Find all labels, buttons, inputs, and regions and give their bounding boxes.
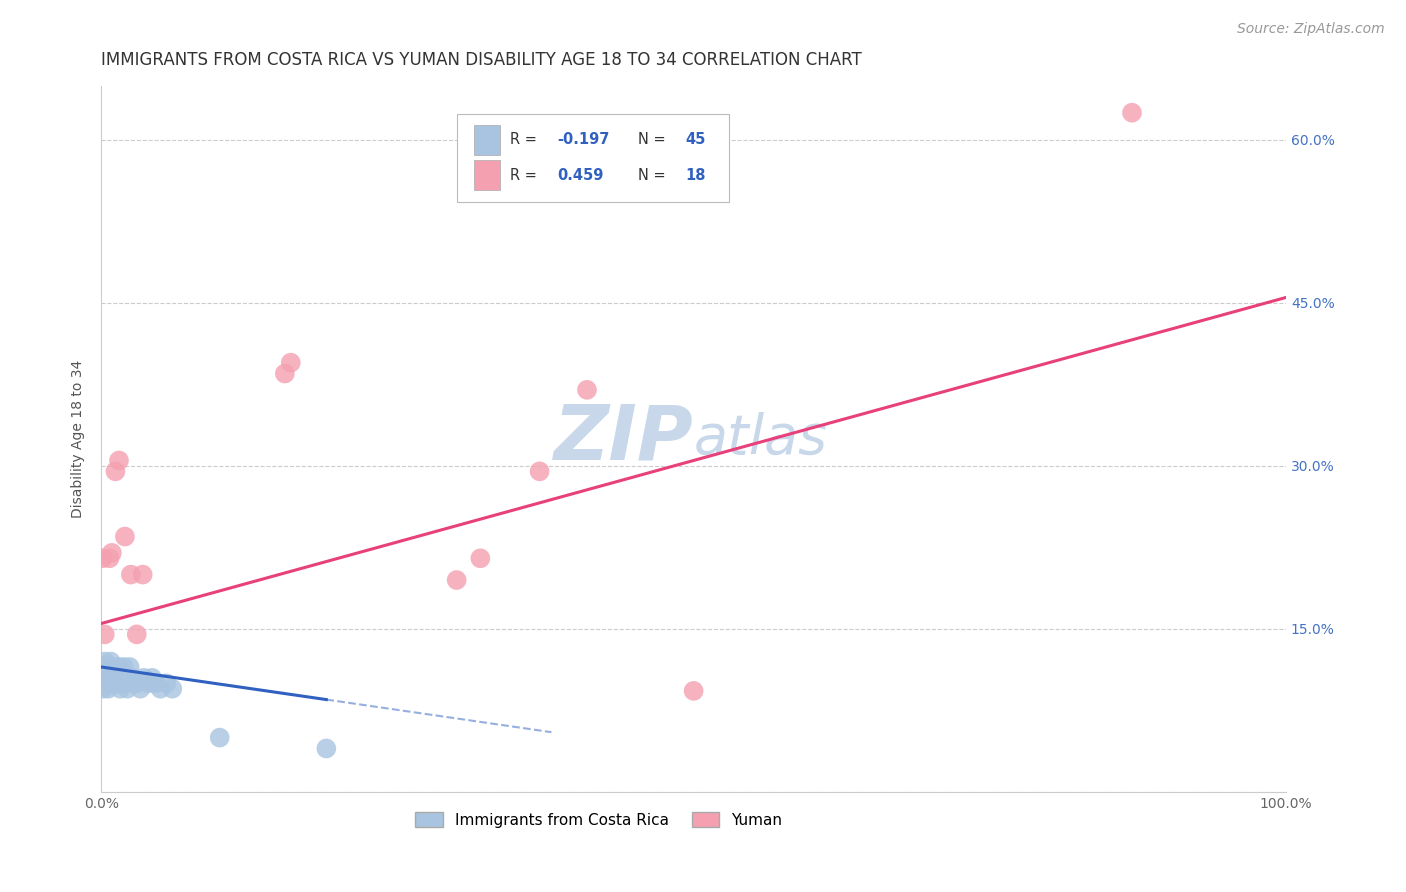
Text: IMMIGRANTS FROM COSTA RICA VS YUMAN DISABILITY AGE 18 TO 34 CORRELATION CHART: IMMIGRANTS FROM COSTA RICA VS YUMAN DISA… [101, 51, 862, 69]
Point [100, 655, 122, 669]
Text: N =: N = [638, 132, 671, 147]
Text: 0.459: 0.459 [557, 168, 603, 183]
Point [98, 665, 121, 680]
Point [470, 551, 492, 566]
Point [529, 464, 551, 478]
Legend: Immigrants from Costa Rica, Yuman: Immigrants from Costa Rica, Yuman [409, 805, 789, 834]
Point [112, 660, 135, 674]
Point [138, 676, 160, 690]
Point [131, 567, 153, 582]
Point [101, 660, 124, 674]
Point [108, 453, 131, 467]
Text: N =: N = [638, 168, 671, 183]
Point [91, 676, 114, 690]
Point [145, 676, 167, 690]
Y-axis label: Disability Age 18 to 34: Disability Age 18 to 34 [72, 359, 86, 518]
Point [108, 660, 131, 674]
Point [96, 671, 118, 685]
Point [125, 676, 148, 690]
Point [108, 681, 131, 696]
Text: 45: 45 [685, 132, 706, 147]
Point [101, 671, 124, 685]
Point [114, 676, 136, 690]
Point [103, 676, 125, 690]
Point [96, 660, 118, 674]
Text: Source: ZipAtlas.com: Source: ZipAtlas.com [1237, 22, 1385, 37]
Point [208, 731, 231, 745]
Point [124, 676, 146, 690]
Point [91, 551, 114, 566]
Point [132, 671, 155, 685]
Point [446, 573, 468, 587]
Bar [474, 125, 501, 154]
Point [101, 665, 124, 680]
Point [121, 671, 143, 685]
Text: atlas: atlas [693, 412, 828, 466]
Text: R =: R = [510, 132, 541, 147]
Point [114, 530, 136, 544]
Point [97, 676, 120, 690]
Point [94, 676, 117, 690]
Point [110, 671, 132, 685]
Bar [474, 161, 501, 190]
Point [94, 660, 117, 674]
Point [274, 367, 297, 381]
Point [104, 671, 127, 685]
Point [98, 676, 121, 690]
Point [280, 356, 302, 370]
Point [93, 665, 115, 680]
Point [93, 681, 115, 696]
Point [141, 671, 163, 685]
Point [129, 681, 152, 696]
Point [101, 676, 124, 690]
Point [100, 671, 122, 685]
Point [120, 567, 142, 582]
Point [682, 684, 704, 698]
Point [149, 681, 172, 696]
FancyBboxPatch shape [457, 114, 730, 202]
Text: -0.197: -0.197 [557, 132, 610, 147]
Point [315, 741, 337, 756]
Point [118, 660, 141, 674]
Point [94, 627, 117, 641]
Point [105, 665, 128, 680]
Point [125, 627, 148, 641]
Point [94, 671, 117, 685]
Point [162, 681, 184, 696]
Point [94, 655, 117, 669]
Point [575, 383, 598, 397]
Point [97, 681, 120, 696]
Point [101, 546, 124, 560]
Point [111, 676, 134, 690]
Point [1121, 105, 1143, 120]
Point [155, 676, 177, 690]
Point [107, 676, 129, 690]
Point [117, 681, 139, 696]
Point [98, 551, 121, 566]
Point [104, 464, 127, 478]
Text: 18: 18 [685, 168, 706, 183]
Text: ZIP: ZIP [554, 401, 693, 475]
Text: R =: R = [510, 168, 541, 183]
Point [115, 671, 138, 685]
